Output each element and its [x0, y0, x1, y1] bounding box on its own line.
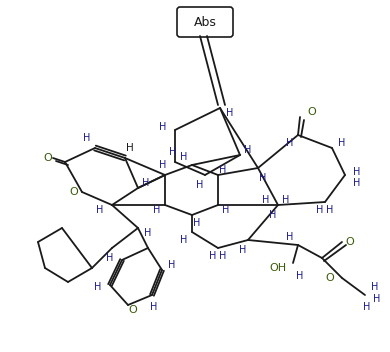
- Text: H: H: [159, 160, 167, 170]
- Text: H: H: [286, 232, 294, 242]
- Text: H: H: [363, 302, 370, 312]
- Text: H: H: [286, 138, 294, 148]
- FancyBboxPatch shape: [177, 7, 233, 37]
- Text: H: H: [94, 282, 102, 292]
- Text: OH: OH: [269, 263, 287, 273]
- Text: H: H: [326, 205, 334, 215]
- Text: H: H: [193, 218, 201, 228]
- Text: H: H: [282, 195, 290, 205]
- Text: H: H: [126, 143, 134, 153]
- Text: H: H: [180, 235, 188, 245]
- Text: H: H: [259, 173, 267, 183]
- Text: H: H: [209, 251, 217, 261]
- Text: H: H: [219, 251, 227, 261]
- Text: H: H: [96, 205, 104, 215]
- Text: O: O: [129, 305, 137, 315]
- Text: H: H: [169, 147, 177, 157]
- Text: O: O: [346, 237, 355, 247]
- Text: H: H: [262, 195, 270, 205]
- Text: H: H: [353, 167, 361, 177]
- Text: H: H: [371, 282, 379, 292]
- Text: H: H: [159, 122, 167, 132]
- Text: O: O: [70, 187, 78, 197]
- Text: O: O: [308, 107, 316, 117]
- Text: H: H: [168, 260, 176, 270]
- Text: H: H: [150, 302, 158, 312]
- Text: H: H: [338, 138, 346, 148]
- Text: O: O: [326, 273, 334, 283]
- Text: Abs: Abs: [193, 15, 216, 29]
- Text: O: O: [44, 153, 52, 163]
- Text: H: H: [373, 294, 381, 304]
- Text: H: H: [269, 210, 277, 220]
- Text: H: H: [353, 178, 361, 188]
- Text: H: H: [144, 228, 152, 238]
- Text: H: H: [316, 205, 324, 215]
- Text: H: H: [244, 145, 252, 155]
- Text: H: H: [142, 178, 150, 188]
- Text: H: H: [219, 165, 227, 175]
- Text: H: H: [153, 205, 161, 215]
- Text: H: H: [106, 253, 114, 263]
- Text: H: H: [226, 108, 234, 118]
- Text: H: H: [296, 271, 304, 281]
- Text: H: H: [239, 245, 247, 255]
- Text: H: H: [83, 133, 91, 143]
- Text: H: H: [196, 180, 204, 190]
- Text: H: H: [222, 205, 230, 215]
- Text: H: H: [180, 152, 188, 162]
